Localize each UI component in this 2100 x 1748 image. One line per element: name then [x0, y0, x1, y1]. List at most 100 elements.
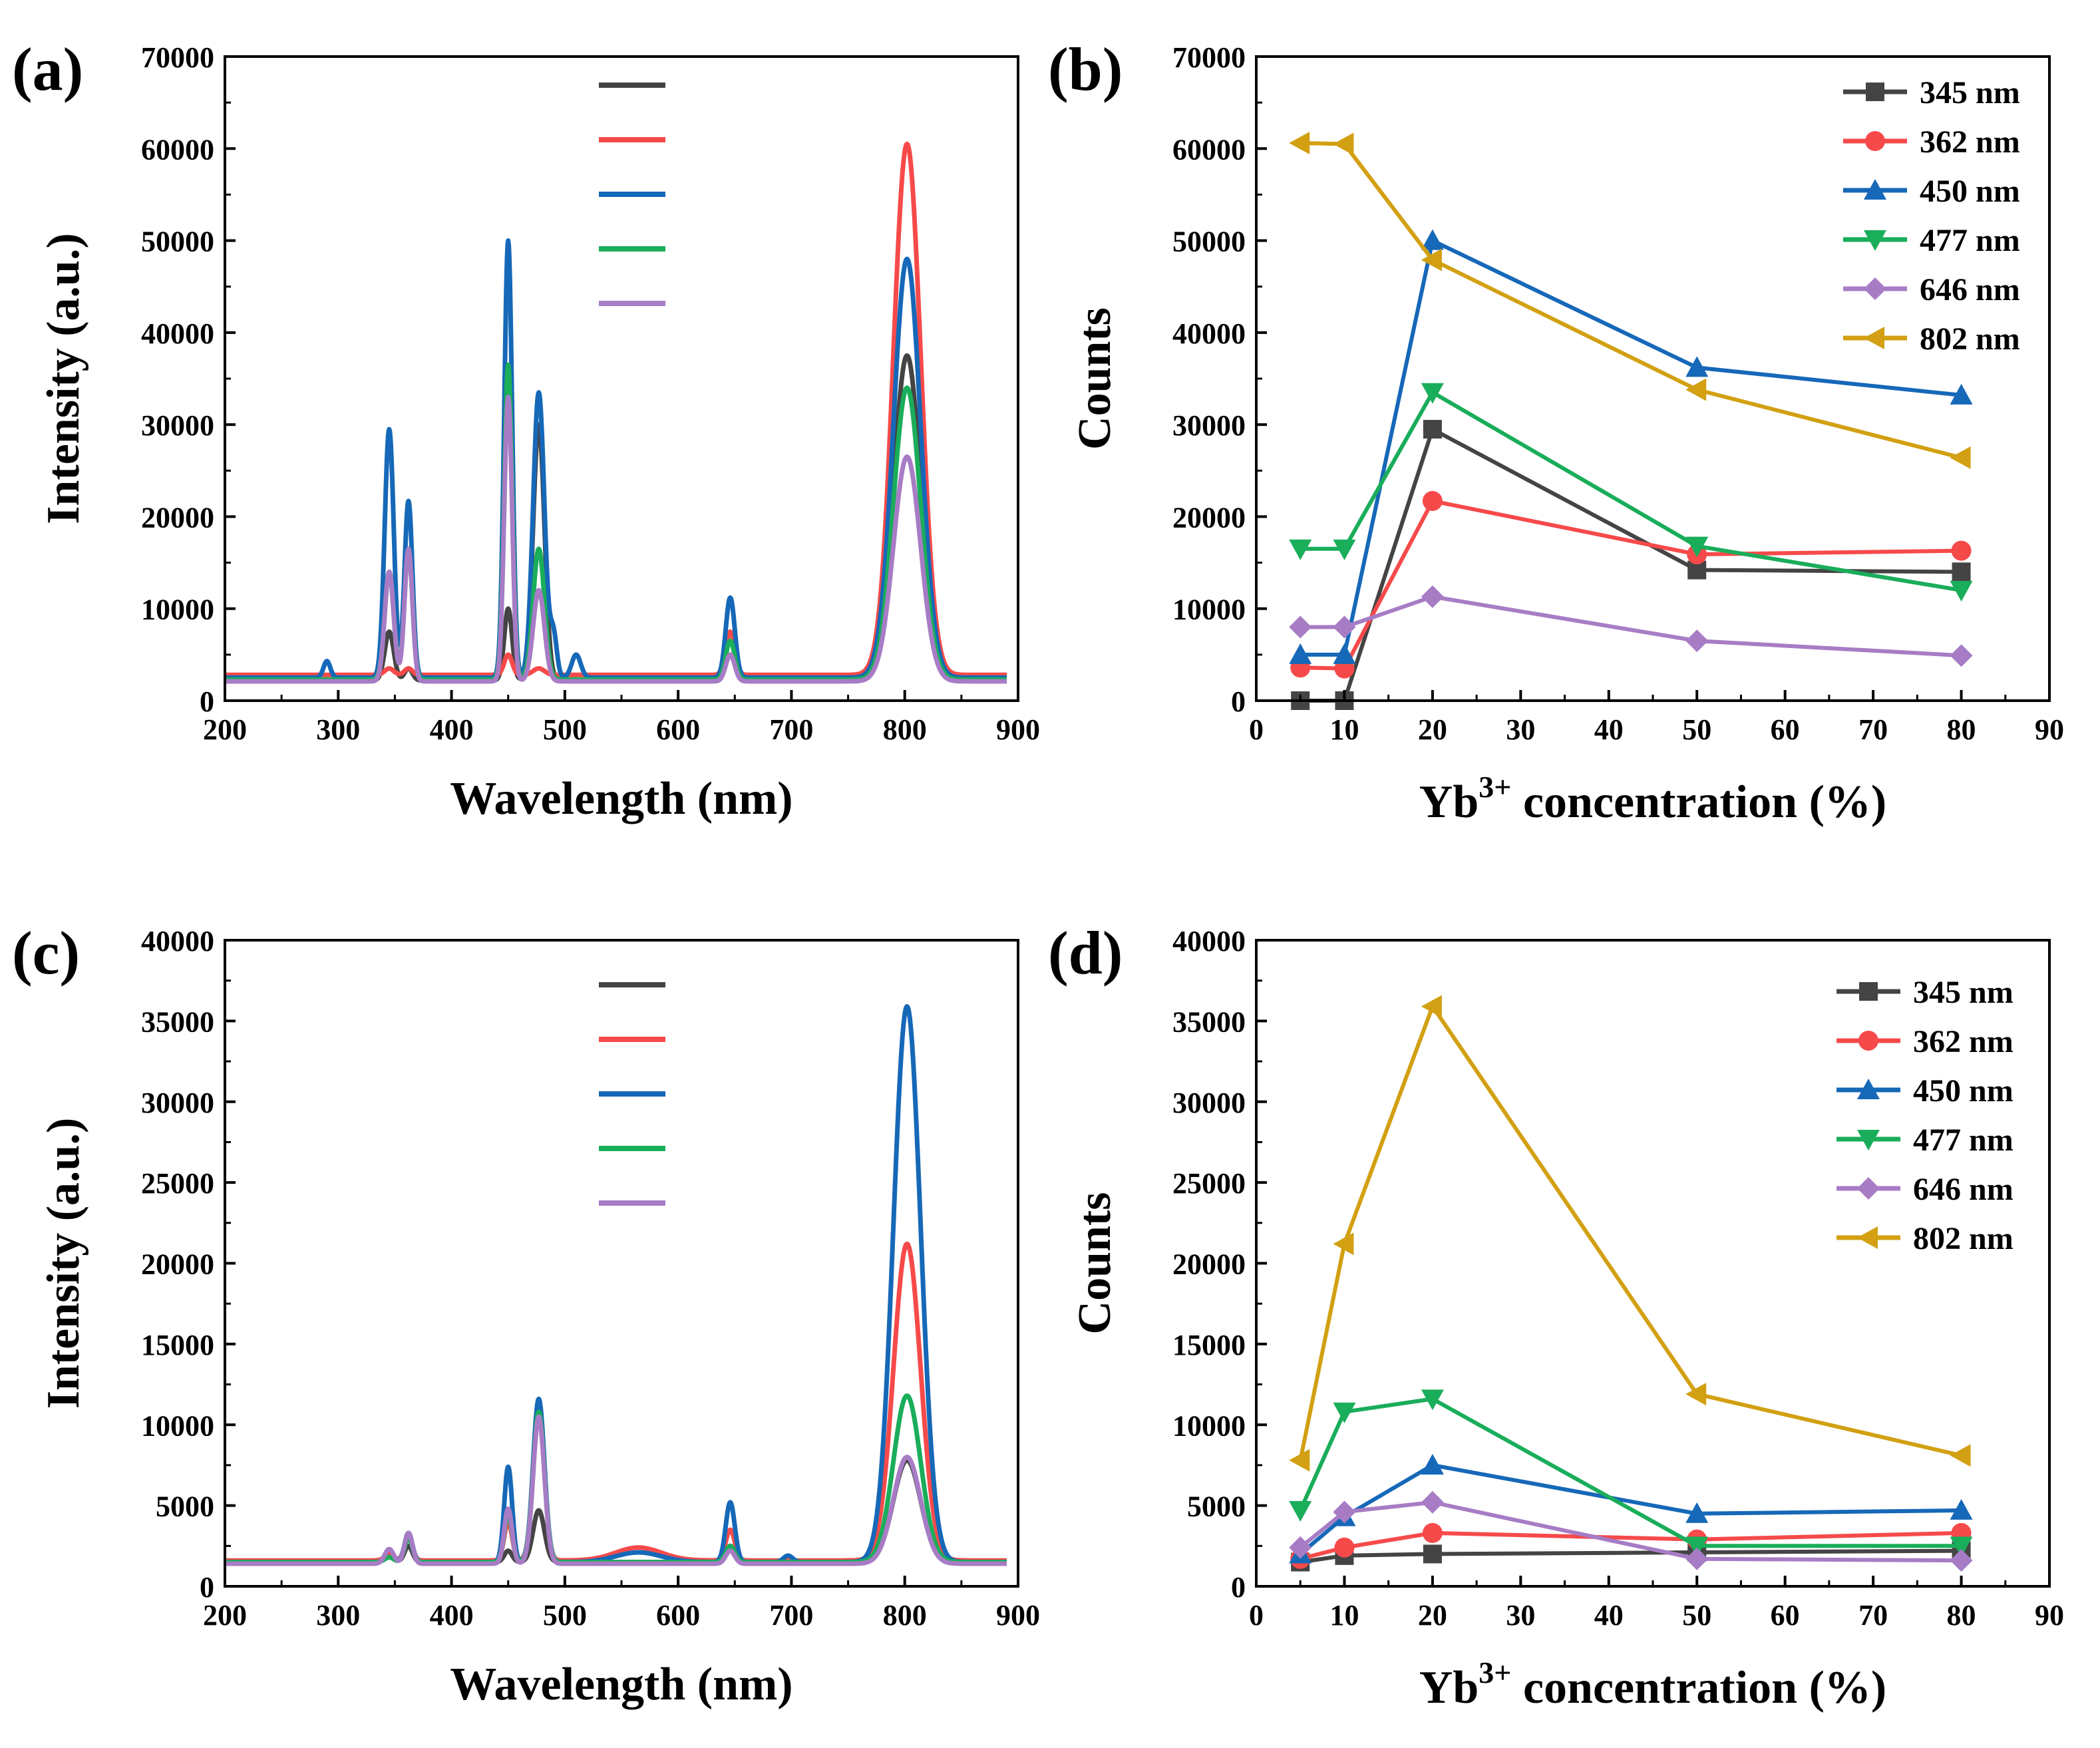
y-tick-label: 20000	[141, 501, 214, 534]
data-point	[1685, 629, 1709, 653]
y-tick-label: 0	[200, 685, 214, 718]
y-tick-label: 25000	[1172, 1167, 1246, 1200]
data-point	[1421, 383, 1444, 404]
x-tick-label: 200	[203, 713, 247, 746]
legend-marker	[1864, 327, 1884, 349]
x-axis-label-rest: concentration (%)	[1511, 1662, 1886, 1713]
x-tick-label: 0	[1249, 1599, 1264, 1632]
data-point	[1685, 1547, 1709, 1570]
legend-label: 345 nm	[1920, 75, 2020, 110]
x-axis-label-sup: 3+	[1479, 1656, 1511, 1689]
legend-label: 362 nm	[1920, 124, 2020, 160]
legend-marker	[1858, 1031, 1878, 1051]
data-point	[1421, 1389, 1444, 1411]
x-tick-label: 40	[1594, 713, 1624, 746]
y-tick-label: 40000	[141, 925, 214, 958]
x-tick-label: 50	[1682, 713, 1711, 746]
legend-label: 802 nm	[1920, 321, 2020, 357]
x-tick-label: 40	[1594, 1599, 1624, 1632]
legend-marker	[1857, 1226, 1878, 1249]
x-axis-label-base: Yb	[1419, 777, 1479, 828]
x-tick-label: 300	[316, 713, 360, 746]
y-tick-label: 0	[1231, 1571, 1246, 1604]
legend-label: 477 nm	[1920, 223, 2020, 258]
y-tick-label: 35000	[1172, 1005, 1246, 1038]
data-point	[1333, 539, 1356, 560]
data-point	[1951, 540, 1972, 561]
y-tick-label: 10000	[1172, 1409, 1246, 1442]
x-tick-label: 20	[1418, 713, 1447, 746]
panel-label: (b)	[1048, 35, 1123, 103]
x-tick-label: 300	[316, 1599, 360, 1632]
y-tick-label: 20000	[1172, 501, 1246, 534]
data-point	[1289, 1536, 1312, 1559]
y-axis-label: Counts	[1069, 1192, 1121, 1335]
data-point	[1685, 356, 1709, 377]
y-axis-label: Counts	[1069, 307, 1121, 450]
series-group: 345 nm 362 nm 450 nm 477 nm 646 nm 802 nm	[1289, 975, 2013, 1572]
x-axis-label: Yb3+ concentration (%)	[1419, 770, 1886, 828]
data-point	[1333, 132, 1354, 156]
data-point	[1333, 1232, 1354, 1256]
legend-marker	[1857, 1130, 1880, 1150]
y-tick-label: 10000	[141, 1409, 214, 1442]
x-tick-label: 200	[203, 1599, 247, 1632]
y-tick-label: 30000	[1172, 1087, 1246, 1119]
data-point	[1333, 643, 1356, 664]
x-tick-label: 70	[1858, 713, 1888, 746]
x-tick-label: 500	[543, 713, 587, 746]
legend-label: 345 nm	[1913, 975, 2013, 1010]
x-axis-label: Wavelength (nm)	[450, 773, 792, 824]
x-tick-label: 30	[1506, 1599, 1535, 1632]
data-point	[1421, 248, 1442, 271]
series-group: 345 nm 362 nm 450 nm 477 nm 646 nm 802 nm	[1289, 75, 2020, 710]
x-tick-label: 400	[430, 713, 474, 746]
y-tick-label: 5000	[1187, 1490, 1246, 1523]
x-tick-label: 70	[1858, 1599, 1888, 1632]
x-tick-label: 600	[656, 1599, 700, 1632]
x-tick-label: 30	[1506, 713, 1535, 746]
y-axis-label: Intensity (a.u.)	[38, 233, 89, 524]
x-axis-label-sup: 3+	[1479, 770, 1511, 804]
panel-label: (c)	[12, 919, 80, 987]
y-tick-label: 40000	[141, 317, 214, 350]
data-point	[1421, 585, 1444, 608]
data-point	[1685, 1536, 1709, 1558]
y-tick-label: 15000	[141, 1329, 214, 1361]
x-tick-label: 50	[1682, 1599, 1711, 1632]
legend-marker	[1857, 1079, 1880, 1099]
legend-marker	[1865, 131, 1885, 151]
data-point	[1952, 562, 1971, 582]
x-tick-label: 700	[769, 1599, 813, 1632]
data-point	[1421, 229, 1444, 250]
legend-marker	[1857, 1177, 1880, 1200]
panel-c-spectra: 5% Yb3+10% Yb3+20% Yb3+50% Yb3+80% Yb3+2…	[12, 919, 1040, 1710]
y-tick-label: 40000	[1172, 317, 1246, 350]
x-axis-label: Yb3+ concentration (%)	[1419, 1656, 1886, 1713]
plot-area	[225, 141, 1009, 684]
x-tick-label: 500	[543, 1599, 587, 1632]
y-tick-label: 30000	[141, 1087, 214, 1119]
panel-label: (a)	[12, 35, 83, 103]
data-point	[1423, 420, 1442, 439]
panel-d-counts: 345 nm 362 nm 450 nm 477 nm 646 nm 802 nm 0 10 2…	[1048, 919, 2064, 1713]
data-point	[1289, 131, 1310, 154]
legend-marker	[1864, 230, 1886, 251]
data-point	[1289, 539, 1312, 560]
panel-a-spectra: 5% Yb3+10% Yb3+20% Yb3+50% Yb3+80% Yb3+2…	[12, 35, 1040, 824]
panel-b-counts: 345 nm 362 nm 450 nm 477 nm 646 nm 802 nm 0 10 2…	[1048, 35, 2064, 828]
y-tick-label: 10000	[141, 594, 214, 626]
data-point	[1421, 1453, 1444, 1475]
y-tick-label: 60000	[141, 133, 214, 166]
x-tick-label: 80	[1947, 713, 1976, 746]
legend-label: 362 nm	[1913, 1024, 2013, 1059]
x-tick-label: 80	[1947, 1599, 1976, 1632]
data-point	[1421, 995, 1442, 1018]
data-point	[1333, 615, 1356, 639]
legend-label: 646 nm	[1920, 272, 2020, 307]
y-tick-label: 70000	[141, 41, 214, 74]
data-point	[1289, 643, 1312, 664]
y-tick-label: 15000	[1172, 1329, 1246, 1361]
legend-marker	[1864, 277, 1886, 300]
